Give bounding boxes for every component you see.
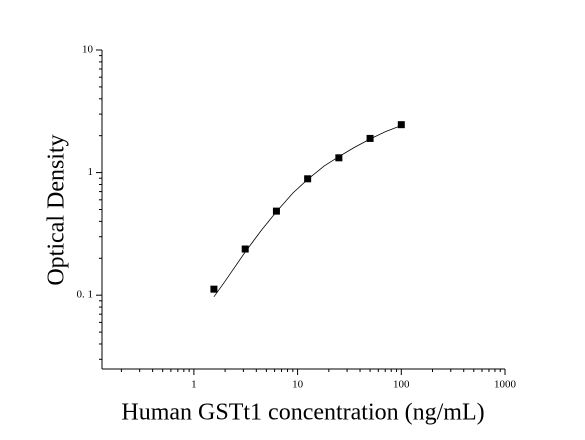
x-tick-label: 100 xyxy=(393,379,410,391)
x-tick-label: 1000 xyxy=(494,379,517,391)
x-tick-label: 1 xyxy=(191,379,197,391)
y-axis-title: Optical Density xyxy=(44,134,70,285)
y-tick-label: 1 xyxy=(88,166,94,178)
data-point xyxy=(241,245,249,253)
data-point xyxy=(335,154,343,162)
data-point xyxy=(272,207,280,215)
y-tick-label: 0. 1 xyxy=(77,289,94,301)
x-tick-label: 10 xyxy=(292,379,304,391)
y-tick-label: 10 xyxy=(82,44,94,56)
data-point xyxy=(397,121,405,129)
data-point xyxy=(366,134,374,142)
data-point xyxy=(304,175,312,183)
x-axis-title: Human GSTt1 concentration (ng/mL) xyxy=(121,400,484,426)
data-point xyxy=(210,285,218,293)
fit-curve xyxy=(213,125,402,298)
